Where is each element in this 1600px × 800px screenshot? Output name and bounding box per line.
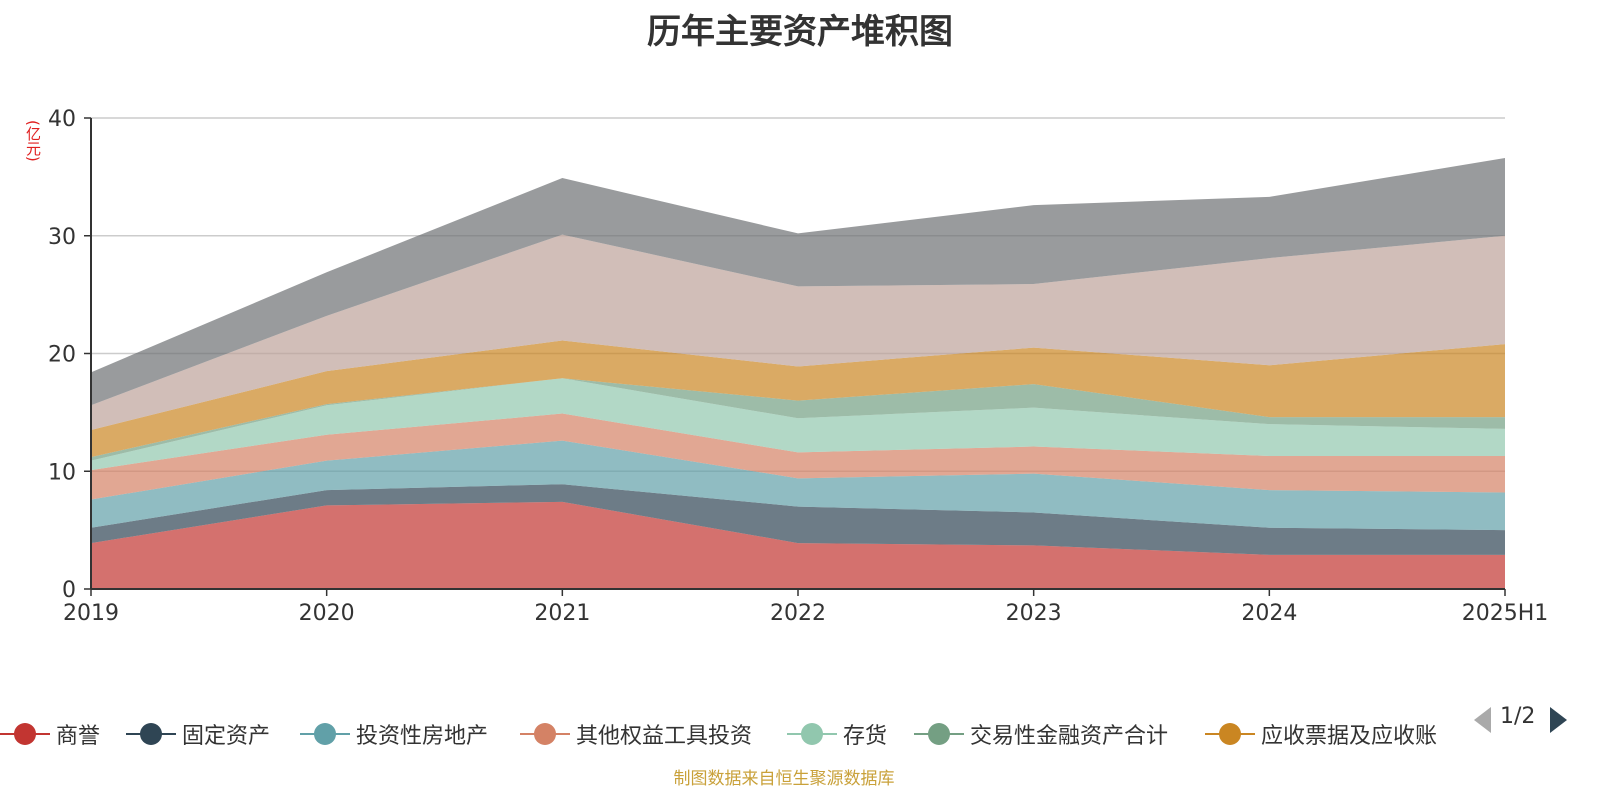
y-axis-unit: (亿元) [24,120,42,162]
x-tick-label: 2025H1 [1462,601,1549,626]
area-series-1[interactable] [91,484,1505,555]
axes: 0 10 20 30 40 2019 2020 2021 2022 2023 2024 2025H1 [48,107,1548,626]
legend-marker-icon [520,714,570,754]
legend-item[interactable]: 存货 [787,714,887,754]
legend-marker-icon [787,714,837,754]
x-tick-label: 2023 [1006,601,1062,626]
legend-label: 固定资产 [182,724,271,749]
legend-prev-page-icon[interactable] [1474,707,1491,733]
legend-page-indicator: 1/2 [1500,704,1536,729]
y-tick-label: 20 [48,343,76,368]
legend-item[interactable]: 应收票据及应收账 [1205,714,1437,754]
area-series-8[interactable] [91,158,1505,406]
x-tick-label: 2020 [299,601,355,626]
legend-marker-icon [914,714,964,754]
area-series-6[interactable] [91,340,1505,458]
legend-item[interactable]: 固定资产 [126,714,270,754]
x-tick-label: 2019 [63,601,119,626]
legend-marker-icon [300,714,350,754]
x-tick-label: 2021 [534,601,590,626]
x-tick-label: 2024 [1241,601,1297,626]
chart-plot: 0 10 20 30 40 2019 2020 2021 2022 2023 2024 2025H1 [48,107,1548,626]
legend-item[interactable]: 商誉 [0,714,100,754]
legend-next-page-icon[interactable] [1550,707,1567,733]
area-series-5[interactable] [91,378,1505,461]
legend-label: 投资性房地产 [356,724,489,749]
legend-marker-icon [1205,714,1255,754]
chart-title: 历年主要资产堆积图 [647,12,953,52]
legend-label: 交易性金融资产合计 [970,724,1169,749]
stacked-areas [91,158,1505,589]
y-tick-label: 30 [48,225,76,250]
legend-item[interactable]: 交易性金融资产合计 [914,714,1168,754]
y-tick-label: 10 [48,460,76,485]
area-series-3[interactable] [91,413,1505,500]
y-tick-label: 40 [48,107,76,132]
legend-marker-icon [126,714,176,754]
legend-label: 其他权益工具投资 [576,724,753,749]
legend-marker-icon [0,714,50,754]
legend: 商誉 固定资产 投资性房地产 其他权益工具投资 存货 交易性金融资产合计 应收票据及应收账 [0,714,1600,754]
legend-label: 应收票据及应收账 [1261,724,1438,749]
x-tick-label: 2022 [770,601,826,626]
area-series-7[interactable] [91,234,1505,431]
area-series-4[interactable] [91,378,1505,471]
legend-item[interactable]: 其他权益工具投资 [520,714,752,754]
legend-label: 商誉 [56,724,101,749]
area-series-0[interactable] [91,501,1505,589]
legend-item[interactable]: 投资性房地产 [300,714,488,754]
area-series-2[interactable] [91,440,1505,531]
y-tick-label: 0 [62,578,76,603]
source-note: 制图数据来自恒生聚源数据库 [673,769,895,789]
legend-label: 存货 [843,724,888,749]
